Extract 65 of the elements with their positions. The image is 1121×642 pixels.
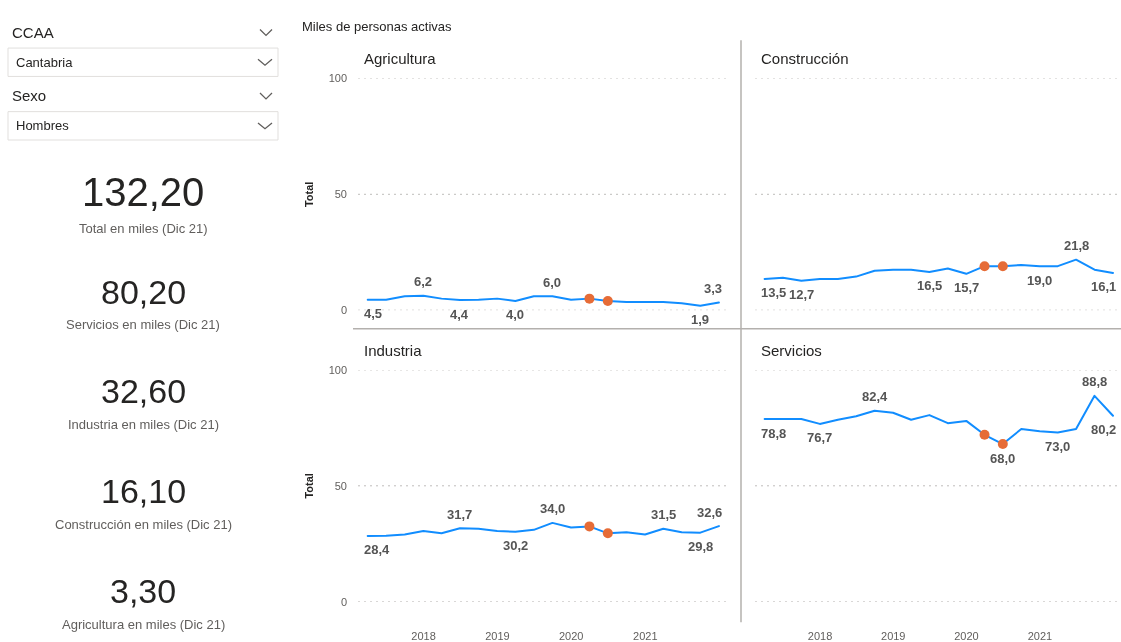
data-label: 19,0 — [1027, 273, 1053, 288]
y-tick-label: 0 — [340, 304, 347, 317]
y-tick-label: 100 — [328, 363, 347, 376]
data-label: 28,4 — [364, 542, 391, 557]
text: Industria en miles (Dic 21) — [68, 417, 219, 432]
text: Construcción en miles (Dic 21) — [55, 517, 233, 532]
text: Hombres — [16, 118, 70, 133]
data-label: 88,8 — [1082, 374, 1108, 389]
y-axis-title: Total — [303, 473, 316, 499]
chart-title: Miles de personas activas — [302, 19, 453, 34]
line-series — [366, 294, 720, 307]
data-label: 12,7 — [789, 287, 815, 302]
data-label: 3,3 — [704, 281, 723, 296]
data-label: 78,8 — [761, 426, 787, 441]
data-label: 13,5 — [761, 285, 787, 300]
data-label: 68,0 — [990, 451, 1016, 466]
text: 3,30 — [110, 572, 177, 610]
data-label: 32,6 — [697, 505, 723, 520]
text: 80,20 — [101, 273, 187, 311]
data-label: 30,2 — [503, 538, 529, 553]
x-tick-label: 2021 — [633, 629, 658, 642]
y-tick-label: 0 — [340, 595, 347, 608]
x-tick-label: 2018 — [411, 629, 436, 642]
data-label: 6,2 — [414, 274, 433, 289]
chart-title: Industria — [364, 342, 423, 359]
data-label: 4,5 — [364, 306, 383, 321]
x-tick-label: 2019 — [485, 629, 510, 642]
data-label: 31,7 — [447, 507, 473, 522]
data-label: 6,0 — [543, 275, 562, 290]
chart-title: Servicios — [761, 342, 822, 359]
chart-subtitle: Agricultura — [364, 50, 437, 67]
chart-title: Construcción — [761, 50, 849, 67]
text: 132,20 — [82, 170, 205, 214]
data-label: 16,5 — [917, 278, 943, 293]
text: Cantabria — [16, 55, 74, 70]
x-tick-label: 2018 — [807, 629, 833, 642]
text: 32,60 — [101, 372, 187, 410]
text: 16,10 — [101, 472, 187, 510]
x-tick-label: 2020 — [558, 629, 584, 642]
data-label: 4,4 — [450, 307, 469, 322]
text: CCAA — [12, 24, 54, 41]
text: Servicios en miles (Dic 21) — [66, 317, 220, 332]
y-axis-title: Total — [303, 181, 316, 208]
x-tick-label: 2019 — [881, 629, 906, 642]
data-label: 29,8 — [688, 539, 714, 554]
data-label: 15,7 — [954, 280, 980, 295]
data-label: 4,0 — [506, 307, 525, 322]
data-label: 73,0 — [1045, 439, 1071, 454]
text: Sexo — [12, 87, 47, 104]
x-tick-label: 2020 — [954, 629, 979, 642]
data-label: 76,7 — [807, 430, 833, 445]
y-tick-label: 100 — [328, 72, 347, 85]
line-series — [366, 521, 720, 537]
text: Agricultura en miles (Dic 21) — [62, 617, 226, 632]
y-tick-label: 50 — [334, 479, 347, 492]
data-label: 1,9 — [691, 312, 710, 327]
data-label: 16,1 — [1091, 279, 1117, 294]
data-label: 80,2 — [1091, 422, 1117, 437]
data-label: 82,4 — [862, 389, 889, 404]
x-tick-label: 2021 — [1027, 629, 1053, 642]
y-tick-label: 50 — [334, 188, 347, 201]
data-label: 21,8 — [1064, 238, 1090, 253]
data-label: 34,0 — [540, 501, 566, 516]
text: Total en miles (Dic 21) — [79, 221, 208, 236]
data-label: 31,5 — [651, 507, 677, 522]
